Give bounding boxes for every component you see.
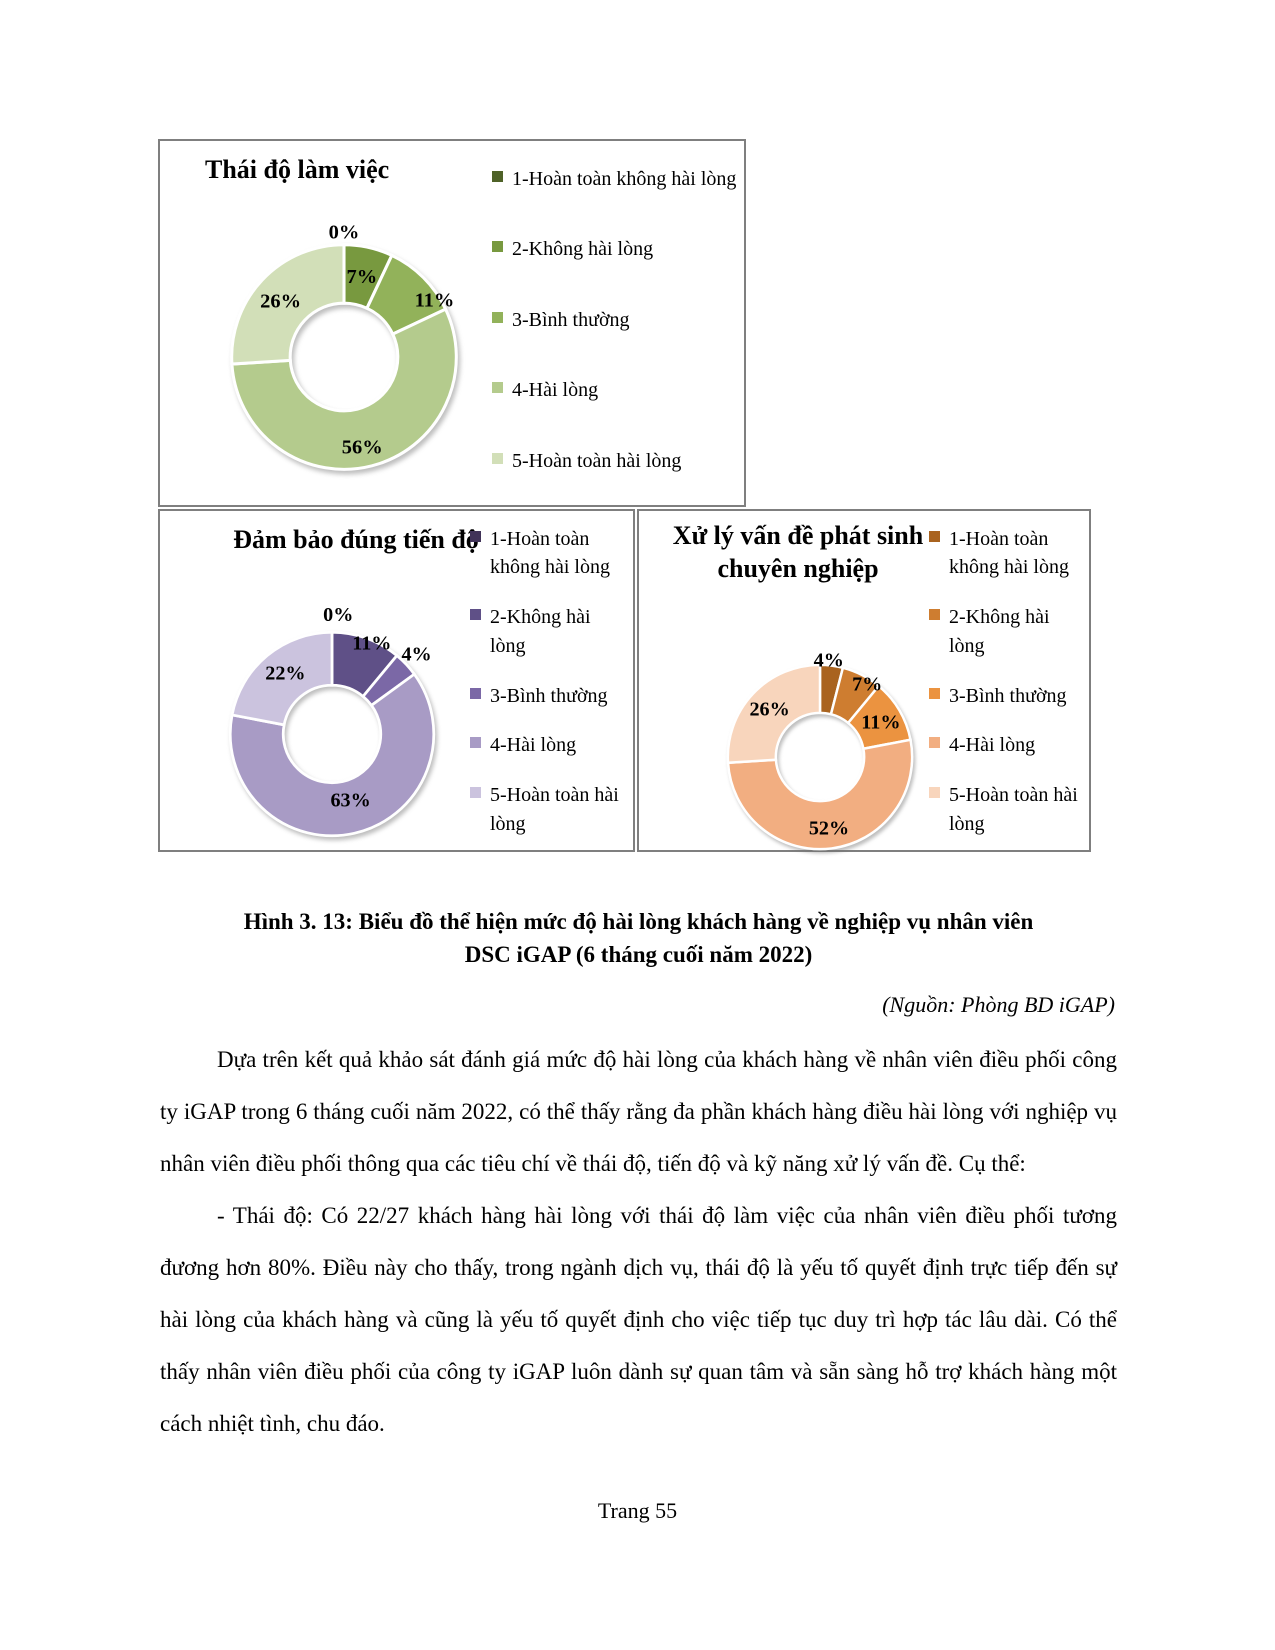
legend-item: 5-Hoàn toàn hài lòng [929, 781, 1089, 838]
legend-item: 1-Hoàn toàn không hài lòng [929, 525, 1089, 582]
donut-slice [726, 663, 822, 765]
figure-caption: Hình 3. 13: Biểu đồ thể hiện mức độ hài … [160, 906, 1117, 971]
donut-slice [726, 738, 914, 851]
legend-item: 4-Hài lòng [929, 731, 1089, 759]
slice-label: 26% [260, 291, 301, 313]
legend-label: 3-Bình thường [490, 684, 608, 707]
legend-swatch [492, 241, 503, 253]
legend-swatch [470, 687, 481, 699]
legend-item: 3-Bình thường [929, 682, 1089, 710]
legend-swatch [492, 311, 503, 323]
chart-panel-problem-solving: Xử lý vấn đề phát sinh chuyên nghiệp 4% 7… [637, 509, 1091, 852]
donut-chart: 4% 7% 11% 52% 26% [726, 650, 914, 851]
chart-title: Xử lý vấn đề phát sinh chuyên nghiệp [672, 521, 924, 583]
slice-label: 11% [861, 711, 900, 733]
legend-item: 3-Bình thường [492, 306, 744, 334]
slice-label: 4% [401, 644, 431, 666]
legend-swatch [492, 171, 503, 182]
donut-chart: 0% 11% 4% 63% 22% [228, 604, 436, 838]
legend-item: 4-Hài lòng [470, 731, 630, 759]
legend-swatch [492, 382, 503, 394]
legend-label: 5-Hoàn toàn hài lòng [512, 449, 682, 472]
slice-label: 11% [415, 289, 455, 311]
legend-swatch [470, 531, 481, 542]
legend-label: 2-Không hài lòng [512, 238, 654, 261]
legend-label: 5-Hoàn toàn hài lòng [490, 784, 619, 835]
figure-source: (Nguồn: Phòng BD iGAP) [882, 992, 1115, 1017]
donut-slice [228, 672, 436, 838]
legend-label: 4-Hài lòng [490, 734, 577, 757]
legend-item: 1-Hoàn toàn không hài lòng [470, 525, 630, 582]
legend-swatch [470, 737, 481, 749]
chart-panel-attitude: Thái độ làm việc 0% 7% 11% 56% 26% 1-Hoàn to… [158, 139, 746, 507]
figure-caption-line2: DSC iGAP (6 tháng cuối năm 2022) [464, 941, 813, 967]
slice-label: 56% [342, 436, 383, 458]
legend-item: 2-Không hài lòng [929, 603, 1089, 660]
donut-slice [230, 243, 346, 366]
slice-label: 0% [329, 221, 360, 243]
legend-label: 2-Không hài lòng [949, 606, 1050, 657]
slice-label: 52% [809, 817, 849, 839]
legend-label: 5-Hoàn toàn hài lòng [949, 784, 1078, 835]
body-paragraph-2: - Thái độ: Có 22/27 khách hàng hài lòng … [160, 1203, 1117, 1436]
chart-legend: 1-Hoàn toàn không hài lòng 2-Không hài lò… [492, 165, 744, 475]
slice-label: 11% [352, 633, 391, 655]
legend-swatch [929, 531, 940, 542]
legend-swatch [929, 737, 940, 749]
slice-label: 7% [347, 266, 378, 288]
legend-swatch [470, 609, 481, 621]
slice-label: 7% [852, 673, 882, 695]
body-paragraph-1: Dựa trên kết quả khảo sát đánh giá mức đ… [160, 1047, 1117, 1176]
legend-swatch [929, 787, 940, 799]
legend-swatch [929, 609, 940, 621]
page-number: Trang 55 [597, 1498, 678, 1523]
slice-label: 0% [323, 604, 353, 626]
legend-label: 4-Hài lòng [512, 379, 599, 402]
legend-item: 3-Bình thường [470, 682, 630, 710]
donut-chart: 0% 7% 11% 56% 26% [230, 221, 458, 471]
legend-item: 5-Hoàn toàn hài lòng [492, 447, 744, 475]
legend-label: 1-Hoàn toàn không hài lòng [490, 528, 610, 579]
legend-swatch [470, 787, 481, 799]
donut-slice [230, 307, 458, 471]
legend-item: 4-Hài lòng [492, 376, 744, 404]
slice-label: 26% [749, 699, 789, 721]
slice-label: 4% [814, 650, 844, 672]
legend-label: 1-Hoàn toàn không hài lòng [512, 168, 737, 190]
slice-label: 63% [330, 790, 370, 812]
legend-swatch [929, 687, 940, 699]
legend-item: 2-Không hài lòng [470, 603, 630, 660]
legend-label: 3-Bình thường [949, 684, 1067, 707]
chart-legend: 1-Hoàn toàn không hài lòng 2-Không hài lò… [470, 525, 630, 838]
legend-item: 5-Hoàn toàn hài lòng [470, 781, 630, 838]
legend-label: 4-Hài lòng [949, 734, 1036, 757]
legend-item: 1-Hoàn toàn không hài lòng [492, 165, 744, 193]
legend-label: 1-Hoàn toàn không hài lòng [949, 528, 1069, 579]
legend-label: 2-Không hài lòng [490, 606, 591, 657]
donut-slice [230, 630, 334, 727]
slice-label: 22% [265, 663, 305, 685]
chart-title: Thái độ làm việc [205, 155, 390, 184]
figure-caption-line1: Hình 3. 13: Biểu đồ thể hiện mức độ hài … [243, 909, 1034, 934]
chart-panel-schedule: Đảm bảo đúng tiến độ 0% 11% 4% 63% 22% 1-Hoà… [158, 509, 635, 852]
legend-item: 2-Không hài lòng [492, 235, 744, 263]
legend-label: 3-Bình thường [512, 308, 630, 331]
chart-title: Đảm bảo đúng tiến độ [233, 525, 479, 554]
legend-swatch [492, 452, 503, 464]
body-text: Dựa trên kết quả khảo sát đánh giá mức đ… [160, 1034, 1117, 1450]
chart-legend: 1-Hoàn toàn không hài lòng 2-Không hài lò… [929, 525, 1089, 838]
